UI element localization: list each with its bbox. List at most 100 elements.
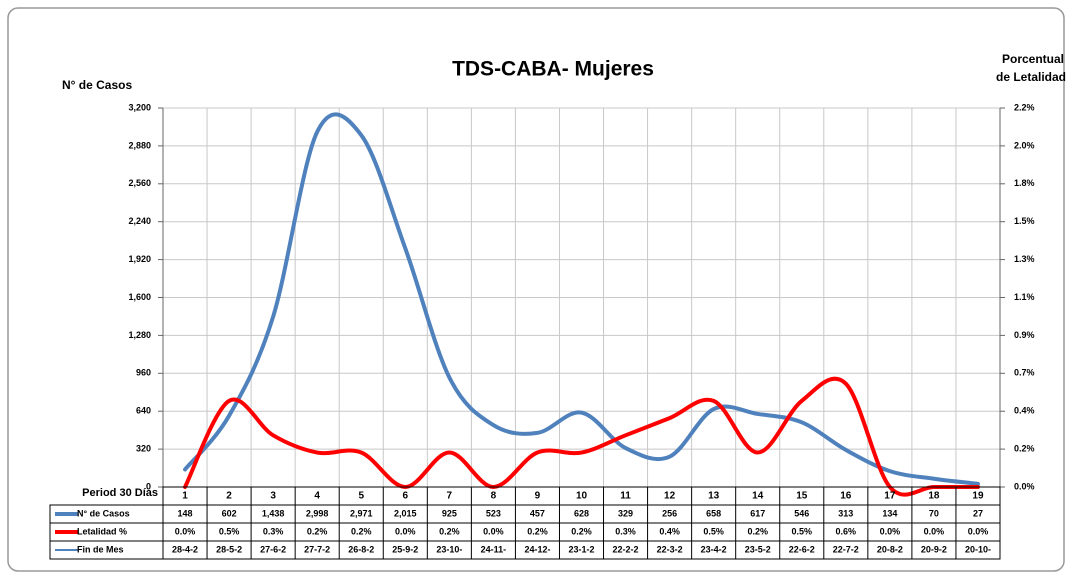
table-value: 0.2% xyxy=(307,526,328,536)
table-value: 313 xyxy=(838,508,853,518)
table-value: 23-4-2 xyxy=(701,544,727,554)
series-line xyxy=(183,112,980,486)
y2-tick-label: 0.0% xyxy=(1014,481,1035,491)
y-tick-label: 1,920 xyxy=(128,254,151,264)
x-tick-label: 6 xyxy=(403,491,409,502)
y-tick-label: 2,560 xyxy=(128,178,151,188)
table-value: 0.2% xyxy=(747,526,768,536)
y2-tick-label: 1.5% xyxy=(1014,216,1035,226)
y-tick-label: 1,600 xyxy=(128,292,151,302)
legend-label: N° de Casos xyxy=(77,508,130,518)
chart-title: TDS-CABA- Mujeres xyxy=(452,58,654,81)
x-tick-label: 5 xyxy=(358,491,364,502)
y2-tick-label: 1.1% xyxy=(1014,292,1035,302)
x-axis-label: Period 30 Días xyxy=(82,487,158,499)
table-value: 628 xyxy=(574,508,589,518)
y2-tick-label: 0.7% xyxy=(1014,368,1035,378)
y2-axis-label: Porcentual xyxy=(1002,52,1064,66)
legend-label: Fin de Mes xyxy=(77,544,124,554)
y2-axis-label: de Letalidad xyxy=(996,70,1066,84)
x-tick-label: 7 xyxy=(447,491,453,502)
table-value: 24-12- xyxy=(524,544,550,554)
table-value: 26-8-2 xyxy=(348,544,374,554)
table-value: 658 xyxy=(706,508,721,518)
table-value: 0.5% xyxy=(792,526,813,536)
table-value: 28-4-2 xyxy=(172,544,198,554)
table-value: 0.5% xyxy=(219,526,240,536)
table-value: 23-5-2 xyxy=(745,544,771,554)
y-tick-label: 2,240 xyxy=(128,216,151,226)
y2-tick-label: 2.2% xyxy=(1014,102,1035,112)
x-tick-label: 14 xyxy=(752,491,764,502)
table-value: 23-1-2 xyxy=(568,544,594,554)
x-tick-label: 13 xyxy=(708,491,720,502)
table-value: 546 xyxy=(794,508,809,518)
table-value: 602 xyxy=(222,508,237,518)
x-tick-label: 16 xyxy=(840,491,852,502)
y2-tick-label: 2.0% xyxy=(1014,140,1035,150)
y2-tick-label: 0.4% xyxy=(1014,406,1035,416)
table-value: 20-9-2 xyxy=(921,544,947,554)
table-value: 2,015 xyxy=(394,508,417,518)
table-value: 22-7-2 xyxy=(833,544,859,554)
table-value: 28-5-2 xyxy=(216,544,242,554)
table-value: 0.2% xyxy=(439,526,460,536)
table-value: 134 xyxy=(882,508,897,518)
table-value: 0.0% xyxy=(483,526,504,536)
table-value: 24-11- xyxy=(481,544,507,554)
table-value: 0.0% xyxy=(968,526,989,536)
y-tick-label: 960 xyxy=(136,368,151,378)
y2-tick-label: 0.2% xyxy=(1014,443,1035,453)
table-value: 70 xyxy=(929,508,939,518)
frame xyxy=(7,7,1065,572)
y2-tick-label: 0.9% xyxy=(1014,330,1035,340)
x-tick-label: 18 xyxy=(928,491,940,502)
table-value: 523 xyxy=(486,508,501,518)
legend-label: Letalidad % xyxy=(77,526,127,536)
x-tick-label: 17 xyxy=(884,491,896,502)
table-value: 2,998 xyxy=(306,508,329,518)
y-tick-label: 0 xyxy=(146,481,151,491)
table-value: 22-6-2 xyxy=(789,544,815,554)
table-value: 0.6% xyxy=(836,526,857,536)
table-value: 0.5% xyxy=(703,526,724,536)
x-tick-label: 19 xyxy=(972,491,984,502)
table-value: 0.2% xyxy=(351,526,372,536)
y2-tick-label: 1.8% xyxy=(1014,178,1035,188)
table-value: 22-2-2 xyxy=(613,544,639,554)
table-value: 0.0% xyxy=(175,526,196,536)
y-tick-label: 1,280 xyxy=(128,330,151,340)
table-value: 0.0% xyxy=(880,526,901,536)
table-value: 256 xyxy=(662,508,677,518)
table-value: 457 xyxy=(530,508,545,518)
table-value: 0.3% xyxy=(615,526,636,536)
table-value: 25-9-2 xyxy=(392,544,418,554)
table-value: 20-10- xyxy=(965,544,991,554)
series-line xyxy=(183,376,980,497)
x-tick-label: 2 xyxy=(226,491,232,502)
table-value: 925 xyxy=(442,508,457,518)
table-value: 20-8-2 xyxy=(877,544,903,554)
y-tick-label: 2,880 xyxy=(128,140,151,150)
table-value: 27-7-2 xyxy=(304,544,330,554)
y2-tick-label: 1.3% xyxy=(1014,254,1035,264)
x-tick-label: 1 xyxy=(182,491,188,502)
table-value: 0.4% xyxy=(659,526,680,536)
table-value: 27 xyxy=(973,508,983,518)
table-value: 0.0% xyxy=(395,526,416,536)
x-tick-label: 12 xyxy=(664,491,676,502)
table-value: 1,438 xyxy=(262,508,285,518)
y-axis-label: N° de Casos xyxy=(62,78,132,92)
table-value: 329 xyxy=(618,508,633,518)
y-tick-label: 640 xyxy=(136,406,151,416)
table-value: 0.2% xyxy=(571,526,592,536)
x-tick-label: 4 xyxy=(314,491,320,502)
table-value: 27-6-2 xyxy=(260,544,286,554)
table-value: 0.2% xyxy=(527,526,548,536)
x-tick-label: 8 xyxy=(491,491,497,502)
table-value: 617 xyxy=(750,508,765,518)
table-value: 2,971 xyxy=(350,508,373,518)
y-tick-label: 3,200 xyxy=(128,102,151,112)
x-tick-label: 11 xyxy=(620,491,631,502)
